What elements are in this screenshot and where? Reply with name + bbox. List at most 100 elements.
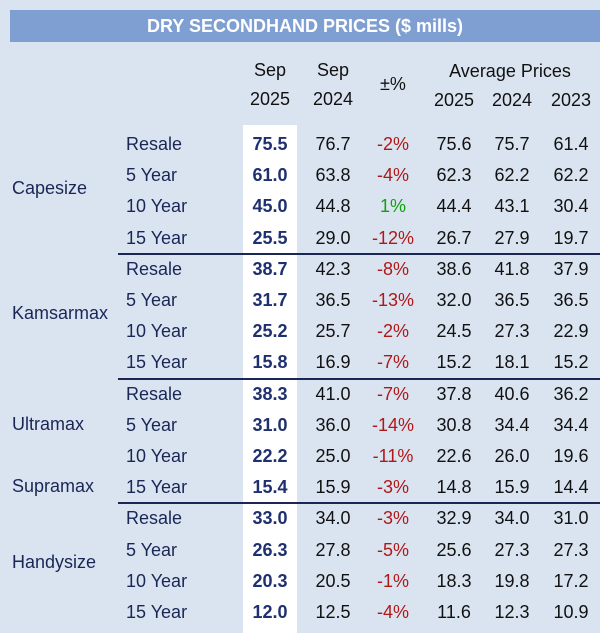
header-avg-2024: 2024	[491, 90, 533, 110]
cell-sep2025: 75.5	[252, 134, 288, 154]
header-sep2025-month: Sep	[253, 60, 287, 80]
row-age-label: 5 Year	[126, 290, 178, 310]
row-age-label: Resale	[126, 508, 183, 529]
cell-avg2024: 15.9	[494, 477, 530, 498]
row-age-label: Resale	[126, 134, 183, 154]
cell-sep2025: 31.0	[252, 414, 288, 435]
cell-avg2024: 40.6	[494, 383, 530, 404]
cell-sep2024: 36.0	[315, 414, 351, 435]
cell-avg2025: 18.3	[436, 570, 472, 591]
cell-sep2024: 12.5	[315, 602, 351, 622]
cell-change: -5%	[376, 539, 409, 560]
row-age-label: 5 Year	[126, 539, 178, 560]
cell-avg2023: 61.4	[553, 134, 589, 154]
row-age-label: 15 Year	[126, 602, 188, 622]
cell-change: -7%	[376, 352, 409, 373]
cell-change: -14%	[371, 414, 415, 435]
cell-avg2023: 27.3	[553, 539, 589, 560]
cell-avg2023: 15.2	[553, 352, 589, 373]
cell-avg2024: 75.7	[494, 134, 530, 154]
cell-sep2024: 25.7	[315, 321, 351, 342]
row-age-label: 10 Year	[126, 570, 188, 591]
cell-sep2024: 42.3	[315, 258, 351, 279]
cell-avg2024: 41.8	[494, 258, 530, 279]
cell-avg2025: 37.8	[436, 383, 472, 404]
cell-avg2023: 34.4	[553, 414, 589, 435]
cell-change: -12%	[371, 227, 415, 248]
cell-sep2024: 25.0	[315, 446, 351, 466]
row-age-label: 15 Year	[126, 352, 188, 373]
row-age-label: Resale	[126, 258, 183, 279]
row-age-label: 15 Year	[126, 477, 188, 498]
cell-avg2025: 22.6	[436, 446, 472, 466]
cell-sep2025: 38.3	[252, 383, 288, 404]
cell-change: -3%	[376, 477, 409, 498]
cell-avg2023: 10.9	[553, 602, 589, 622]
cell-avg2023: 14.4	[553, 477, 589, 498]
cell-sep2024: 20.5	[315, 570, 351, 591]
cell-avg2024: 27.3	[494, 321, 530, 342]
cell-avg2023: 19.7	[553, 227, 589, 248]
cell-sep2025: 61.0	[252, 165, 288, 186]
cell-sep2024: 44.8	[315, 196, 351, 217]
segment-divider	[118, 502, 600, 505]
cell-avg2023: 22.9	[553, 321, 589, 342]
cell-avg2023: 36.2	[553, 383, 589, 404]
cell-sep2025: 15.8	[252, 352, 288, 373]
header-average-prices: Average Prices	[449, 61, 571, 81]
cell-change: -3%	[376, 508, 409, 529]
cell-avg2024: 27.9	[494, 227, 530, 248]
cell-avg2025: 32.9	[436, 508, 472, 529]
cell-sep2025: 33.0	[252, 508, 288, 529]
cell-avg2023: 37.9	[553, 258, 589, 279]
cell-avg2024: 34.4	[494, 414, 530, 435]
cell-avg2025: 32.0	[436, 290, 472, 310]
cell-sep2024: 36.5	[315, 290, 351, 310]
cell-avg2025: 26.7	[436, 227, 472, 248]
cell-avg2025: 24.5	[436, 321, 472, 342]
row-age-label: 5 Year	[126, 165, 178, 186]
header-sep2025-year: 2025	[249, 89, 291, 109]
row-age-label: 10 Year	[126, 446, 188, 466]
cell-change: -11%	[372, 446, 414, 466]
cell-avg2024: 12.3	[494, 602, 530, 622]
cell-avg2023: 19.6	[553, 446, 589, 466]
cell-sep2025: 26.3	[252, 539, 288, 560]
row-age-label: Resale	[126, 383, 183, 404]
cell-avg2023: 17.2	[553, 570, 589, 591]
cell-change: -4%	[376, 165, 409, 186]
cell-change: -7%	[376, 383, 409, 404]
row-age-label: 10 Year	[126, 321, 188, 342]
cell-avg2025: 75.6	[436, 134, 472, 154]
cell-sep2024: 16.9	[315, 352, 351, 373]
header-change: ±%	[380, 74, 406, 94]
cell-sep2025: 45.0	[252, 196, 288, 217]
cell-avg2024: 18.1	[494, 352, 530, 373]
cell-avg2025: 30.8	[436, 414, 472, 435]
cell-change: -8%	[376, 258, 409, 279]
cell-avg2024: 27.3	[494, 539, 530, 560]
cell-avg2024: 26.0	[494, 446, 530, 466]
cell-sep2024: 27.8	[315, 539, 351, 560]
segment-name-secondary: Supramax	[12, 476, 95, 497]
cell-change: -4%	[376, 602, 409, 622]
cell-avg2024: 36.5	[494, 290, 530, 310]
cell-sep2025: 12.0	[252, 602, 288, 622]
header-avg-2023: 2023	[550, 90, 592, 110]
cell-avg2025: 62.3	[436, 165, 472, 186]
cell-avg2025: 15.2	[436, 352, 472, 373]
cell-sep2025: 15.4	[252, 477, 288, 498]
cell-avg2025: 14.8	[436, 477, 472, 498]
header-avg-2025: 2025	[433, 90, 475, 110]
segment-name: Handysize	[12, 552, 97, 573]
cell-avg2025: 11.6	[437, 602, 471, 622]
cell-avg2025: 44.4	[436, 196, 472, 217]
cell-change: 1%	[379, 196, 406, 217]
row-age-label: 5 Year	[126, 414, 178, 435]
segment-divider	[118, 252, 600, 255]
cell-avg2024: 43.1	[494, 196, 530, 217]
cell-sep2025: 25.2	[252, 321, 288, 342]
row-age-label: 10 Year	[126, 196, 188, 217]
table-title: DRY SECONDHAND PRICES ($ mills)	[10, 10, 600, 42]
segment-name: Kamsarmax	[12, 302, 109, 323]
